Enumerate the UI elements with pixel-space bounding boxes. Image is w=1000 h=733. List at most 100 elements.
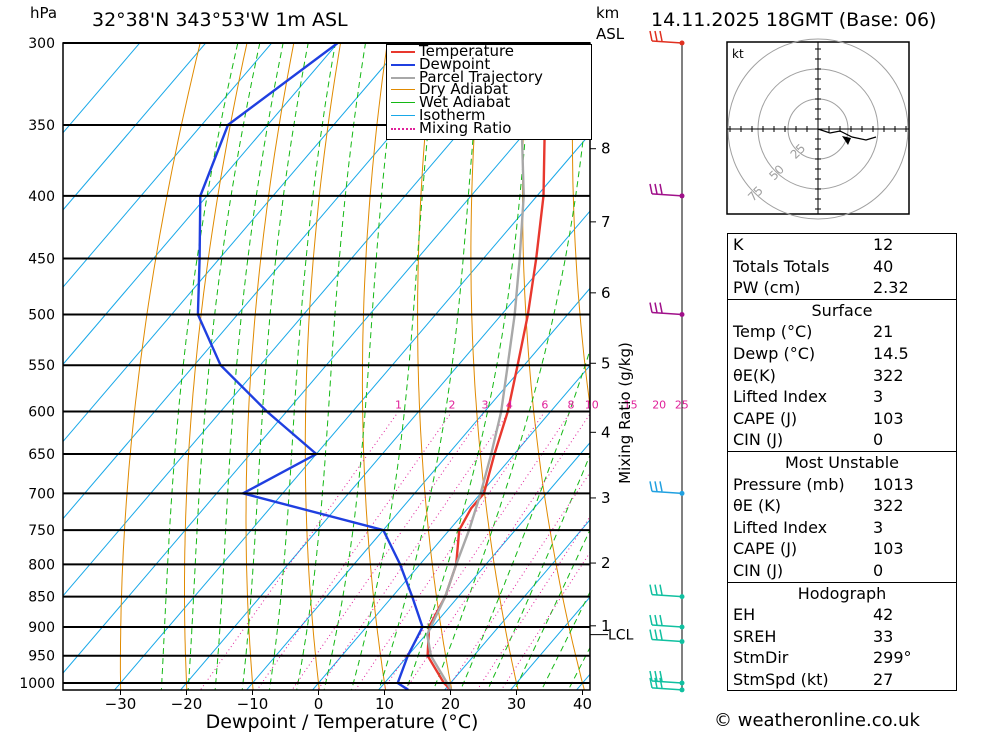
dry-adiabat-line xyxy=(184,43,248,690)
mixing-ratio-label: 8 xyxy=(567,398,574,411)
mu-row: Lifted Index 3 xyxy=(733,517,884,537)
legend-item-wet-adiabat: Wet Adiabat xyxy=(387,95,591,110)
km-label: km xyxy=(596,4,620,22)
wind-barb-part xyxy=(651,638,683,643)
legend-item-parcel: Parcel Trajectory xyxy=(387,69,591,84)
isotherm-line xyxy=(63,43,273,288)
pressure-tick-label: 900 xyxy=(28,620,55,636)
wind-barb-part xyxy=(649,302,653,313)
wind-barb-icon xyxy=(649,481,685,496)
wind-barb-part xyxy=(679,680,685,686)
wet-adiabat-line xyxy=(405,43,535,690)
pressure-tick-label: 600 xyxy=(28,404,55,420)
wind-barb-part xyxy=(679,490,685,496)
isotherm-line xyxy=(113,133,590,690)
pressure-tick-label: 700 xyxy=(28,486,55,502)
index-row: Totals Totals 40 xyxy=(733,256,894,276)
wind-barb-part xyxy=(659,302,663,313)
dewpoint-series-line xyxy=(196,43,424,690)
wind-barb-part xyxy=(654,30,658,42)
wind-barb-part xyxy=(649,183,653,195)
legend-item-mixing-ratio: Mixing Ratio xyxy=(387,120,591,135)
mixing-ratio-line xyxy=(256,411,453,690)
dry-adiabat-line xyxy=(245,43,295,690)
pressure-tick-label: 500 xyxy=(28,308,55,324)
wind-barb-part xyxy=(651,193,683,197)
pressure-tick-label: 800 xyxy=(28,557,55,573)
mixing-ratio-label: 4 xyxy=(506,398,513,411)
isotherm-line xyxy=(245,287,590,690)
wind-barb-part xyxy=(679,687,685,693)
wind-barb-part xyxy=(654,614,658,626)
mu-row: Pressure (mb) 1013 xyxy=(733,474,914,494)
pressure-tick-label: 950 xyxy=(28,649,55,665)
hpa-label: hPa xyxy=(30,4,58,22)
wind-barb-part xyxy=(654,670,658,682)
wind-barb-part xyxy=(654,481,658,492)
storm-motion-marker xyxy=(842,136,851,145)
wet-adiabat-line xyxy=(323,43,400,690)
isotherm-line xyxy=(63,43,207,211)
temperature-tick-label: 40 xyxy=(573,695,592,713)
km-tick-label: 6 xyxy=(601,284,611,302)
wind-barb-part xyxy=(679,594,685,600)
wind-barb-part xyxy=(679,40,685,46)
copyright[interactable]: © weatheronline.co.uk xyxy=(714,710,920,731)
isotherm-line xyxy=(63,43,141,134)
wet-adiabat-line xyxy=(214,43,284,690)
dry-adiabat-line xyxy=(119,43,201,690)
surface-row: Lifted Index 3 xyxy=(733,387,884,407)
wind-barb-part xyxy=(679,193,685,199)
dry-adiabat-line xyxy=(571,43,590,410)
mu-row: CAPE (J) 103 xyxy=(733,539,904,559)
hodograph-trace xyxy=(817,128,877,141)
mixing-ratio-label: 6 xyxy=(541,398,548,411)
mixing-ratio-line xyxy=(382,411,572,690)
wind-barb-part xyxy=(659,677,663,689)
parcel-series-line xyxy=(425,43,525,690)
lcl-label: LCL xyxy=(608,628,634,644)
isotherm-line xyxy=(443,519,590,690)
mixing-ratio-line xyxy=(404,413,590,690)
legend-item-dry-adiabat: Dry Adiabat xyxy=(387,82,591,97)
wind-barb-part xyxy=(654,677,658,689)
surface-row: Dewp (°C) 14.5 xyxy=(733,343,909,363)
temperature-tick-label: 20 xyxy=(441,695,460,713)
wet-adiabat-line xyxy=(268,43,336,690)
wind-barb-part xyxy=(654,629,658,640)
dry-adiabat-line xyxy=(621,0,725,714)
plot-area xyxy=(63,0,1000,714)
wet-adiabat-line xyxy=(350,43,439,690)
wind-barb-part xyxy=(651,40,683,44)
mu-row: θE (K) 322 xyxy=(733,496,904,516)
wet-adiabat-line xyxy=(514,528,590,690)
km-tick-label: 8 xyxy=(601,140,611,158)
dry-adiabat-line xyxy=(980,0,1000,714)
most-unstable-title: Most Unstable xyxy=(728,450,956,474)
temperature-tick-label: −30 xyxy=(105,695,137,713)
mixing-ratio-line xyxy=(317,411,510,690)
datetime-label: 14.11.2025 18GMT (Base: 06) xyxy=(651,9,937,31)
mixing-ratio-label: 2 xyxy=(448,398,455,411)
pressure-tick-label: 350 xyxy=(28,118,55,134)
wind-barb-part xyxy=(649,629,653,640)
wind-barb-part xyxy=(659,584,663,595)
isotherm-line xyxy=(311,364,590,690)
wind-barb-icon xyxy=(649,30,685,46)
wind-barb-part xyxy=(659,183,663,195)
pressure-tick-label: 450 xyxy=(28,252,55,268)
dry-adiabat-line xyxy=(304,43,342,690)
km-tick-label: 7 xyxy=(601,213,611,231)
mixing-ratio-line xyxy=(354,411,546,690)
mu-row: CIN (J) 0 xyxy=(733,560,884,580)
wind-barb-part xyxy=(654,302,658,313)
location-label: 32°38'N 343°53'W 1m ASL xyxy=(92,9,348,31)
wind-barb-part xyxy=(649,30,653,42)
wind-barb-part xyxy=(659,614,663,626)
wind-barb-icon xyxy=(649,183,685,199)
hodo-row: StmSpd (kt) 27 xyxy=(733,669,894,689)
wind-barb-part xyxy=(651,624,683,628)
index-row: K 12 xyxy=(733,235,894,254)
mixing-ratio-line xyxy=(500,551,590,690)
